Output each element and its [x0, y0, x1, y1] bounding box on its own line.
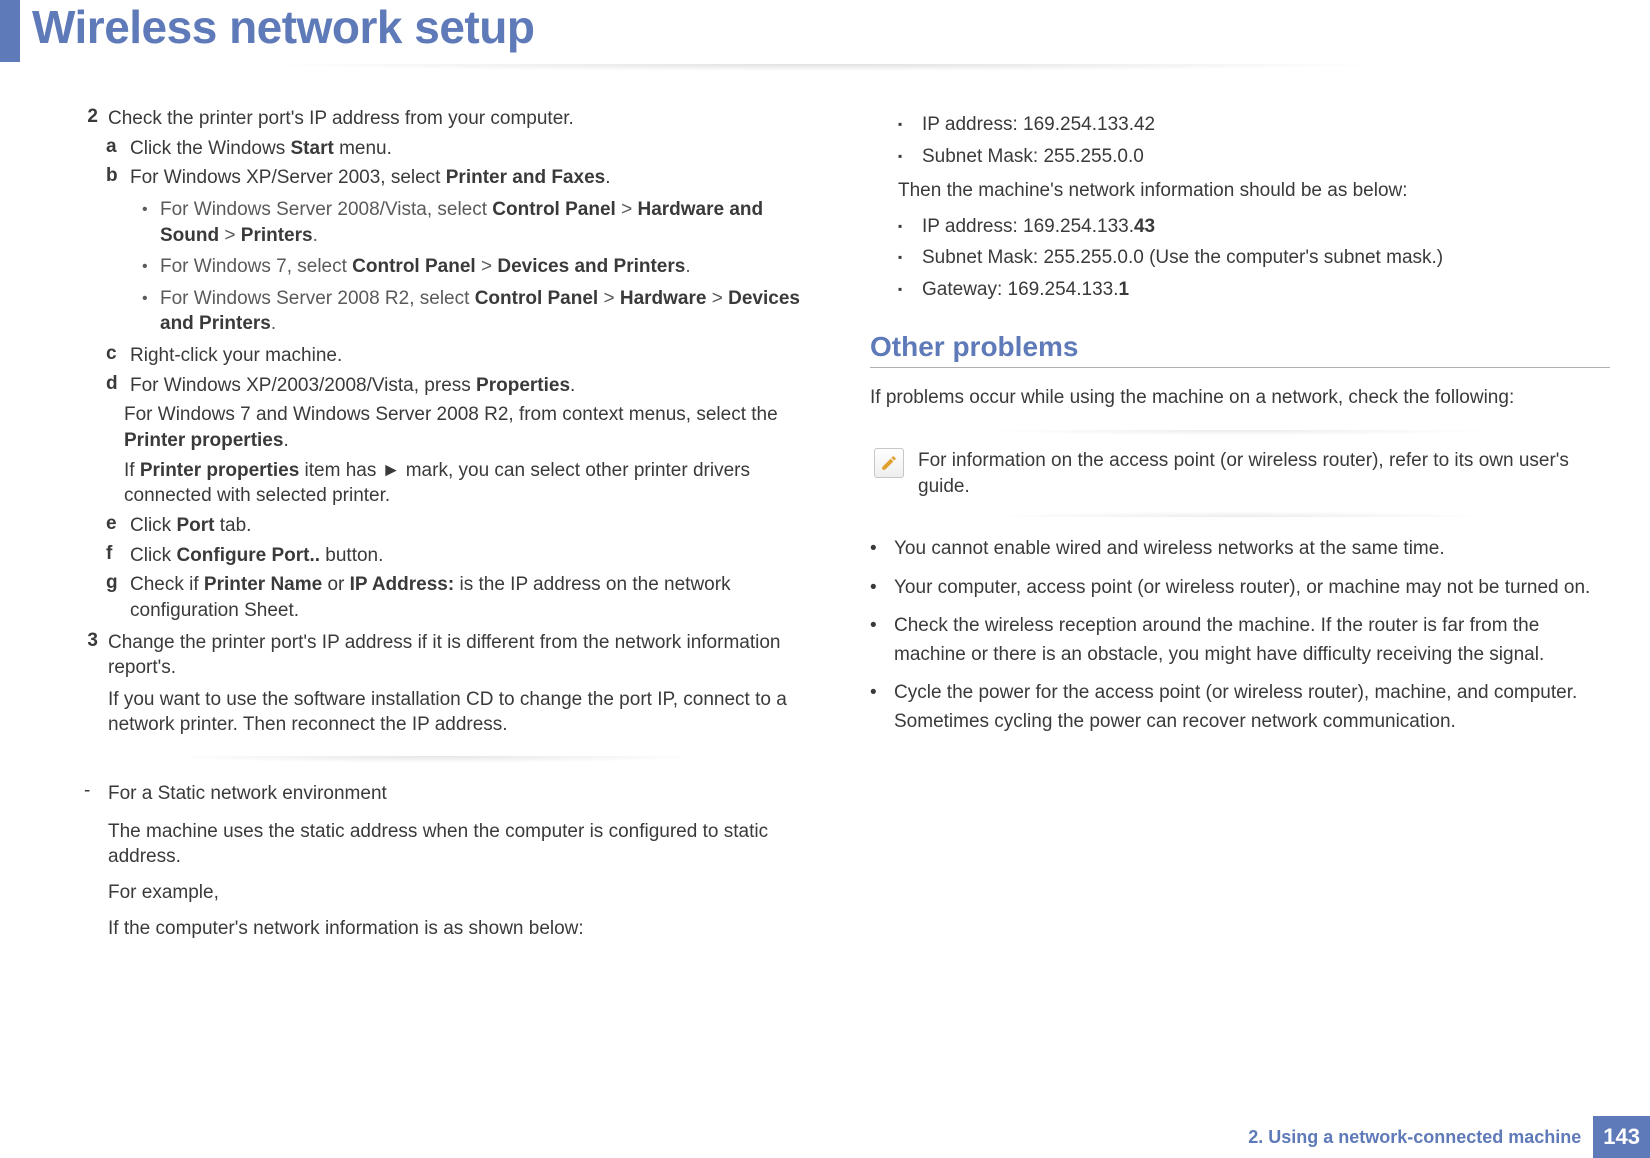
note-text: For information on the access point (or … — [918, 448, 1604, 499]
step-text: For Windows XP/2003/2008/Vista, press Pr… — [130, 373, 820, 399]
step-2d-para1: For Windows 7 and Windows Server 2008 R2… — [124, 402, 820, 453]
problem-bullet-3: • Check the wireless reception around th… — [870, 612, 1610, 669]
dash-body: For a Static network environment The mac… — [108, 780, 820, 945]
square-bullet: ▪ — [898, 144, 908, 170]
bullet-text: For Windows Server 2008 R2, select Contr… — [160, 286, 820, 337]
bullet-text: You cannot enable wired and wireless net… — [894, 535, 1610, 564]
note-pencil-icon — [874, 448, 904, 478]
item-text: IP address: 169.254.133.42 — [922, 112, 1610, 138]
problem-bullet-1: • You cannot enable wired and wireless n… — [870, 535, 1610, 564]
step-letter: g — [106, 572, 122, 623]
bullet-text: For Windows Server 2008/Vista, select Co… — [160, 197, 820, 248]
bullet-dot: • — [870, 679, 880, 736]
step-2a: a Click the Windows Start menu. — [98, 136, 820, 162]
step-letter: c — [106, 343, 122, 369]
square-bullet: ▪ — [898, 112, 908, 138]
bullet-dot: • — [870, 612, 880, 669]
page-header: Wireless network setup — [0, 0, 1650, 70]
footer-page-number: 143 — [1593, 1116, 1650, 1158]
subnet-mask-item: ▪ Subnet Mask: 255.255.0.0 — [898, 144, 1610, 170]
item-text: Subnet Mask: 255.255.0.0 — [922, 144, 1610, 170]
bullet-dot: • — [870, 574, 880, 603]
step-2c: c Right-click your machine. — [98, 343, 820, 369]
problem-bullet-4: • Cycle the power for the access point (… — [870, 679, 1610, 736]
step-letter: e — [106, 513, 122, 539]
note-shadow-top — [870, 430, 1610, 438]
static-env-item: - For a Static network environment The m… — [80, 780, 820, 945]
step-text: Click the Windows Start menu. — [130, 136, 820, 162]
page-title: Wireless network setup — [32, 0, 534, 54]
step-letter: d — [106, 373, 122, 399]
step-2: 2 Check the printer port's IP address fr… — [80, 106, 820, 132]
square-bullet: ▪ — [898, 245, 908, 271]
bullet-dot: • — [142, 286, 150, 337]
item-text: Subnet Mask: 255.255.0.0 (Use the comput… — [922, 245, 1610, 271]
bullet-dot: • — [870, 535, 880, 564]
step-number: 3 — [80, 630, 98, 743]
section-divider — [50, 756, 820, 766]
header-shadow — [18, 64, 1632, 74]
bullet-dot: • — [142, 197, 150, 248]
step-2f: f Click Configure Port.. button. — [98, 543, 820, 569]
subnet-mask-machine-item: ▪ Subnet Mask: 255.255.0.0 (Use the comp… — [898, 245, 1610, 271]
bullet-text: Your computer, access point (or wireless… — [894, 574, 1610, 603]
bullet-text: For Windows 7, select Control Panel > De… — [160, 254, 820, 280]
page-footer: 2. Using a network-connected machine 143 — [1248, 1116, 1650, 1158]
step-number: 2 — [80, 106, 98, 132]
step-2b-sub3: • For Windows Server 2008 R2, select Con… — [116, 286, 820, 337]
section-underline — [870, 367, 1610, 368]
problem-bullet-2: • Your computer, access point (or wirele… — [870, 574, 1610, 603]
step-2d-para2: If Printer properties item has ► mark, y… — [124, 458, 820, 509]
step-2e: e Click Port tab. — [98, 513, 820, 539]
section-title: Other problems — [870, 331, 1610, 363]
right-column: ▪ IP address: 169.254.133.42 ▪ Subnet Ma… — [860, 106, 1610, 955]
step-text: Right-click your machine. — [130, 343, 820, 369]
step-2d: d For Windows XP/2003/2008/Vista, press … — [98, 373, 820, 399]
content-columns: 2 Check the printer port's IP address fr… — [0, 78, 1650, 955]
item-text: IP address: 169.254.133.43 — [922, 214, 1610, 240]
step-text: For Windows XP/Server 2003, select Print… — [130, 165, 820, 191]
step-text: Change the printer port's IP address if … — [108, 630, 820, 743]
header-accent-bar — [0, 0, 20, 62]
item-text: Gateway: 169.254.133.1 — [922, 277, 1610, 303]
ip-address-item: ▪ IP address: 169.254.133.42 — [898, 112, 1610, 138]
square-bullet: ▪ — [898, 277, 908, 303]
step-text: Click Configure Port.. button. — [130, 543, 820, 569]
step-text: Click Port tab. — [130, 513, 820, 539]
left-column: 2 Check the printer port's IP address fr… — [80, 106, 830, 955]
gateway-item: ▪ Gateway: 169.254.133.1 — [898, 277, 1610, 303]
note-box: For information on the access point (or … — [870, 430, 1610, 517]
footer-chapter: 2. Using a network-connected machine — [1248, 1127, 1581, 1148]
bullet-text: Check the wireless reception around the … — [894, 612, 1610, 669]
step-text: Check if Printer Name or IP Address: is … — [130, 572, 820, 623]
step-letter: a — [106, 136, 122, 162]
bullet-text: Cycle the power for the access point (or… — [894, 679, 1610, 736]
step-2b-sub2: • For Windows 7, select Control Panel > … — [116, 254, 820, 280]
step-2g: g Check if Printer Name or IP Address: i… — [98, 572, 820, 623]
step-text: Check the printer port's IP address from… — [108, 106, 820, 132]
section-intro: If problems occur while using the machin… — [870, 384, 1610, 413]
dash-marker: - — [84, 780, 94, 945]
step-2b-sub1: • For Windows Server 2008/Vista, select … — [116, 197, 820, 248]
ip-address-machine-item: ▪ IP address: 169.254.133.43 — [898, 214, 1610, 240]
step-3: 3 Change the printer port's IP address i… — [80, 630, 820, 743]
bullet-dot: • — [142, 254, 150, 280]
step-letter: b — [106, 165, 122, 191]
then-text: Then the machine's network information s… — [898, 177, 1610, 206]
step-letter: f — [106, 543, 122, 569]
note-shadow-bottom — [870, 509, 1610, 517]
step-2b: b For Windows XP/Server 2003, select Pri… — [98, 165, 820, 191]
square-bullet: ▪ — [898, 214, 908, 240]
note-inner: For information on the access point (or … — [870, 438, 1610, 509]
